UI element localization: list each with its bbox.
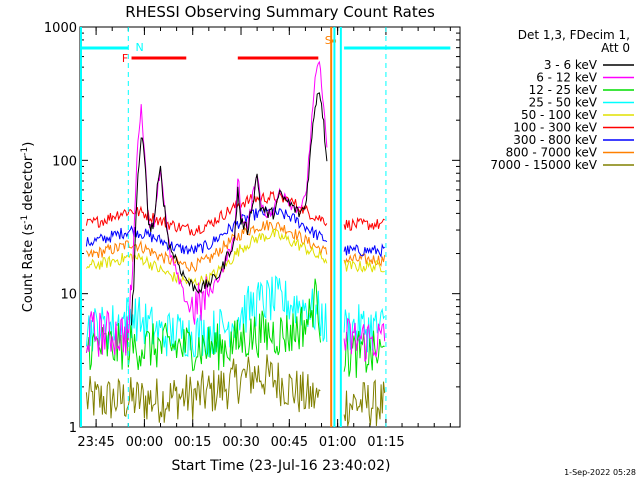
annotation-n: N <box>136 41 144 54</box>
series-line-5 <box>85 190 385 237</box>
legend-label: 12 - 25 keV <box>529 83 598 97</box>
series-line-1 <box>85 60 386 362</box>
legend-label: 50 - 100 keV <box>521 108 598 122</box>
legend-label: 6 - 12 keV <box>536 71 598 85</box>
x-tick-label: 01:00 <box>319 435 356 450</box>
y-tick-label: 1 <box>69 421 77 436</box>
y-label-base: Count Rate (s <box>21 224 36 313</box>
y-tick-label: 100 <box>52 154 77 169</box>
vertical-markers <box>80 27 387 427</box>
annotation-s: S <box>325 34 332 47</box>
annotation-f: F <box>122 52 128 65</box>
x-tick-label: 00:45 <box>271 435 308 450</box>
y-label-sup2: -1 <box>20 147 30 156</box>
x-tick-label: 23:45 <box>77 435 114 450</box>
y-label-sup1: -1 <box>20 215 30 224</box>
legend-label: 25 - 50 keV <box>529 96 598 110</box>
legend-title-line1: Det 1,3, FDecim 1, <box>518 28 630 42</box>
legend-label: 800 - 7000 keV <box>506 146 598 160</box>
x-tick-label: 00:00 <box>126 435 163 450</box>
legend-label: 300 - 800 keV <box>513 133 597 147</box>
x-tick-label: 00:15 <box>174 435 211 450</box>
series-line-6 <box>85 205 385 259</box>
y-axis-label: Count Rate (s-1 detector-1) <box>20 142 36 313</box>
y-tick-label: 1000 <box>44 21 77 36</box>
chart-title: RHESSI Observing Summary Count Rates <box>125 3 435 21</box>
legend-title-line2: Att 0 <box>601 41 630 55</box>
y-tick-label: 10 <box>60 288 77 303</box>
x-axis-label: Start Time (23-Jul-16 23:40:02) <box>171 458 390 474</box>
legend-label: 100 - 300 keV <box>513 121 597 135</box>
series-lines <box>85 60 386 427</box>
y-label-end: ) <box>21 142 36 147</box>
annotations: NF S <box>122 34 332 65</box>
x-tick-label: 01:15 <box>367 435 404 450</box>
legend-label: 3 - 6 keV <box>544 58 598 72</box>
series-line-8 <box>85 354 386 427</box>
x-tick-label: 00:30 <box>222 435 259 450</box>
series-line-0 <box>131 92 328 326</box>
date-stamp: 1-Sep-2022 05:28 <box>564 468 636 477</box>
legend-label: 7000 - 15000 keV <box>490 158 597 172</box>
y-label-rest: detector <box>21 155 36 215</box>
